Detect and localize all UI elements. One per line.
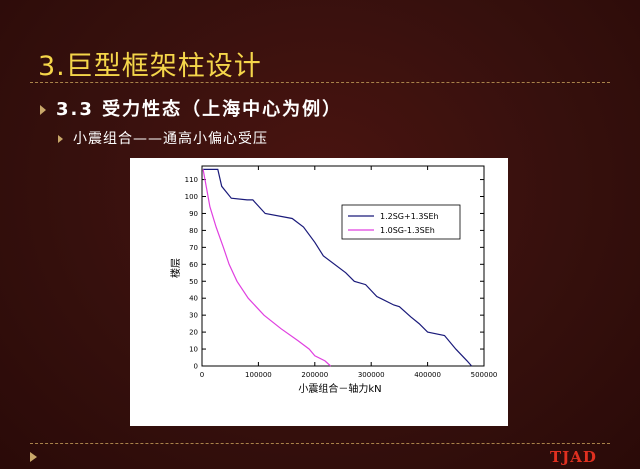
x-tick-label: 200000 bbox=[301, 371, 328, 379]
y-tick-label: 40 bbox=[189, 295, 198, 303]
y-tick-label: 20 bbox=[189, 329, 198, 337]
x-tick-label: 300000 bbox=[358, 371, 385, 379]
y-tick-label: 50 bbox=[189, 278, 198, 286]
x-axis-label: 小震组合－轴力kN bbox=[298, 382, 381, 395]
chart-panel: 0 100000 200000 300000 400000 500000 0 10 20 30 40… bbox=[130, 158, 508, 426]
y-axis-label: 楼层 bbox=[169, 258, 182, 278]
x-tick-label: 500000 bbox=[471, 371, 498, 379]
y-tick-label: 70 bbox=[189, 244, 198, 252]
bullet-level-2: 小震组合——通高小偏心受压 bbox=[58, 128, 268, 148]
x-tick-label: 400000 bbox=[414, 371, 441, 379]
y-tick-label: 60 bbox=[189, 261, 198, 269]
bullet-level-1-text: 3.3 受力性态（上海中心为例） bbox=[56, 99, 343, 120]
tjad-logo: TJAD bbox=[550, 448, 597, 466]
next-slide-arrow-icon[interactable] bbox=[30, 452, 37, 462]
legend-box bbox=[341, 204, 461, 240]
series-line-2 bbox=[202, 169, 332, 367]
y-tick-label: 100 bbox=[185, 193, 198, 201]
y-tick-label: 10 bbox=[189, 346, 198, 354]
axial-force-chart: 0 100000 200000 300000 400000 500000 0 10 20 30 40… bbox=[169, 165, 498, 395]
legend-label-2: 1.0SG-1.3SEh bbox=[380, 226, 435, 235]
footer-divider bbox=[30, 443, 610, 444]
bullet-level-1: 3.3 受力性态（上海中心为例） bbox=[40, 95, 342, 121]
y-tick-label: 0 bbox=[194, 363, 198, 371]
series-line-1 bbox=[203, 168, 473, 367]
y-tick-label: 90 bbox=[189, 210, 198, 218]
bullet-triangle-icon bbox=[58, 135, 63, 143]
bullet-level-2-text: 小震组合——通高小偏心受压 bbox=[73, 131, 268, 147]
x-tick-label: 100000 bbox=[245, 371, 272, 379]
x-tick-label: 0 bbox=[200, 371, 204, 379]
bullet-triangle-icon bbox=[40, 105, 46, 115]
slide-title: 3.巨型框架柱设计 bbox=[38, 51, 262, 82]
plot-area bbox=[201, 165, 485, 367]
title-divider bbox=[30, 82, 610, 83]
legend-label-1: 1.2SG+1.3SEh bbox=[380, 212, 439, 221]
y-tick-label: 80 bbox=[189, 227, 198, 235]
y-tick-label: 110 bbox=[185, 176, 198, 184]
y-tick-label: 30 bbox=[189, 312, 198, 320]
